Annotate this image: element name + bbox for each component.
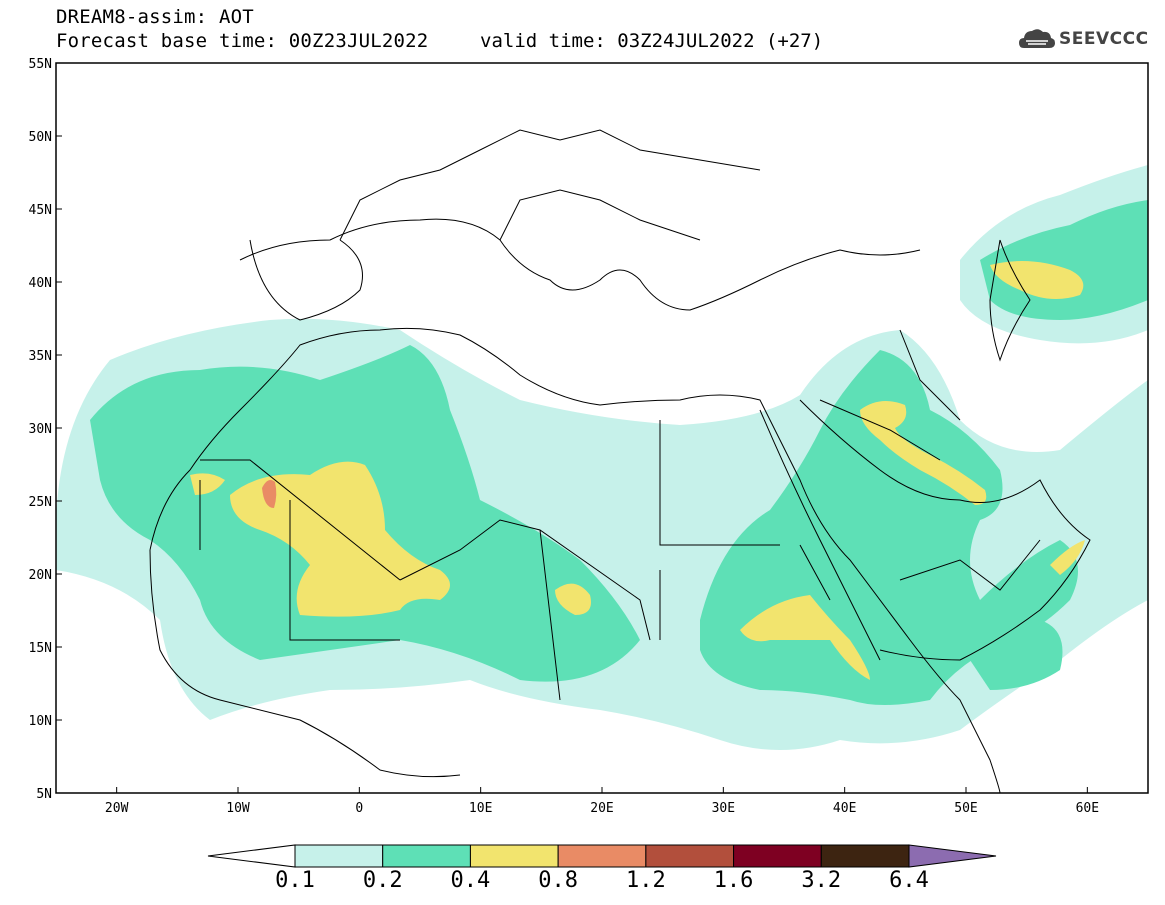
cloud-logo-icon — [1019, 29, 1055, 48]
aot-band-0.4 — [230, 461, 450, 617]
model-title: DREAM8-assim: AOT — [56, 6, 254, 28]
colorbar-low-triangle — [207, 844, 296, 868]
colorbar-label: 0.1 — [275, 868, 315, 893]
borders-middle-east — [819, 329, 1041, 591]
colorbar-swatch — [733, 844, 822, 868]
lon-label: 10W — [226, 801, 250, 816]
aot-band-0.2-arabia-south — [970, 620, 1063, 690]
lat-label: 45N — [29, 203, 52, 218]
europe-coast — [239, 218, 921, 311]
lon-label: 0 — [355, 801, 363, 816]
aot-contours — [56, 165, 1148, 750]
lon-label: 40E — [833, 801, 856, 816]
colorbar-label: 0.8 — [538, 868, 579, 893]
red-sea — [759, 409, 881, 661]
iberia — [249, 239, 363, 321]
lon-label: 60E — [1076, 801, 1099, 816]
colorbar-swatch — [382, 844, 471, 868]
latitude-axis: 55N 50N 45N 40N 35N 30N 25N 20N 15N 10N 5N — [29, 57, 62, 802]
lat-label: 20N — [29, 568, 52, 583]
colorbar-label: 3.2 — [801, 868, 842, 893]
colorbar-swatch — [557, 844, 647, 868]
colorbar-label: 0.4 — [450, 868, 491, 893]
colorbar-label: 0.2 — [362, 868, 403, 893]
borders-europe — [339, 129, 761, 241]
lon-label: 20W — [105, 801, 129, 816]
aot-band-0.4-sudan — [740, 595, 870, 680]
colorbar — [207, 844, 997, 868]
lat-label: 5N — [36, 787, 52, 802]
colorbar-swatch — [645, 844, 735, 868]
seevccc-logo: SEEVCCC — [1018, 26, 1149, 52]
lat-label: 40N — [29, 276, 52, 291]
aot-band-0.4-caspian — [990, 261, 1084, 299]
colorbar-swatch — [820, 844, 910, 868]
caspian — [989, 239, 1031, 362]
lat-label: 55N — [29, 57, 52, 72]
lat-label: 10N — [29, 714, 52, 729]
west-africa-coast — [149, 549, 461, 778]
colorbar-high-triangle — [908, 844, 997, 868]
colorbar-label: 1.6 — [713, 868, 754, 893]
colorbar-swatch — [469, 844, 559, 868]
colorbar-label: 6.4 — [889, 868, 929, 893]
colorbar-swatch — [294, 844, 384, 868]
lat-label: 30N — [29, 422, 52, 437]
logo-text: SEEVCCC — [1059, 29, 1149, 49]
aot-band-0.4-chad — [555, 583, 591, 615]
lon-label: 50E — [954, 801, 977, 816]
aot-band-0.4-iraq — [860, 401, 987, 505]
lon-label: 20E — [590, 801, 613, 816]
borders-africa — [199, 420, 831, 701]
colorbar-label: 1.2 — [625, 868, 666, 893]
aot-band-0.8 — [262, 480, 277, 508]
base-time: Forecast base time: 00Z23JUL2022 — [56, 30, 429, 52]
lat-label: 25N — [29, 495, 52, 510]
aot-band-0.4-oman — [1050, 540, 1085, 575]
lat-label: 50N — [29, 130, 52, 145]
arabia-coast — [799, 399, 1091, 661]
coastlines-borders — [149, 129, 1091, 793]
lon-label: 10E — [469, 801, 492, 816]
lat-label: 35N — [29, 349, 52, 364]
valid-time: valid time: 03Z24JUL2022 (+27) — [480, 30, 824, 52]
lon-label: 30E — [712, 801, 735, 816]
longitude-axis: 20W 10W 0 10E 20E 30E 40E 50E 60E — [105, 787, 1099, 816]
aot-band-0.4-west — [190, 473, 225, 495]
lat-label: 15N — [29, 641, 52, 656]
